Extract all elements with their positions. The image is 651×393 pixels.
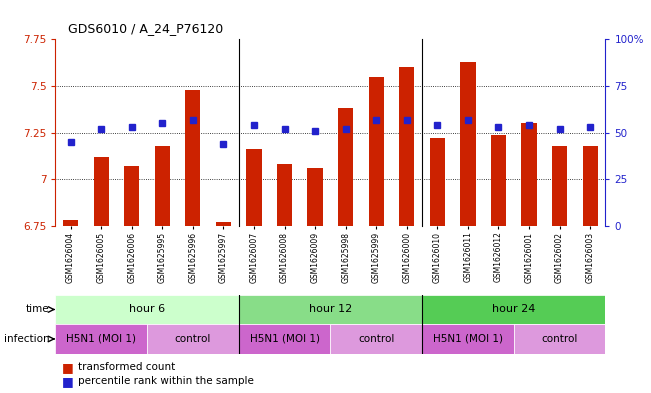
Bar	[246, 149, 262, 226]
Text: control: control	[174, 334, 211, 344]
Text: control: control	[358, 334, 395, 344]
Bar	[307, 168, 323, 226]
Bar	[368, 77, 384, 226]
Bar	[338, 108, 353, 226]
Bar	[186, 90, 201, 226]
Text: hour 24: hour 24	[492, 305, 535, 314]
Text: ■: ■	[62, 361, 74, 374]
Bar	[552, 146, 567, 226]
Bar	[422, 295, 605, 324]
Bar	[399, 67, 415, 226]
Text: transformed count: transformed count	[78, 362, 175, 373]
Text: hour 12: hour 12	[309, 305, 352, 314]
Text: H5N1 (MOI 1): H5N1 (MOI 1)	[66, 334, 136, 344]
Bar	[422, 324, 514, 354]
Bar	[94, 157, 109, 226]
Bar	[63, 220, 78, 226]
Bar	[514, 324, 605, 354]
Bar	[521, 123, 536, 226]
Bar	[277, 164, 292, 226]
Bar	[215, 222, 231, 226]
Text: H5N1 (MOI 1): H5N1 (MOI 1)	[433, 334, 503, 344]
Bar	[239, 324, 330, 354]
Text: percentile rank within the sample: percentile rank within the sample	[78, 376, 254, 386]
Bar	[124, 166, 139, 226]
Bar	[460, 62, 475, 226]
Bar	[430, 138, 445, 226]
Bar	[147, 324, 239, 354]
Bar	[583, 146, 598, 226]
Bar	[55, 295, 239, 324]
Text: hour 6: hour 6	[129, 305, 165, 314]
Text: infection: infection	[4, 334, 49, 344]
Text: GDS6010 / A_24_P76120: GDS6010 / A_24_P76120	[68, 22, 223, 35]
Bar	[239, 295, 422, 324]
Bar	[55, 324, 147, 354]
Text: H5N1 (MOI 1): H5N1 (MOI 1)	[249, 334, 320, 344]
Text: control: control	[542, 334, 578, 344]
Bar	[155, 146, 170, 226]
Bar	[491, 134, 506, 226]
Text: ■: ■	[62, 375, 74, 388]
Text: time: time	[25, 305, 49, 314]
Bar	[330, 324, 422, 354]
